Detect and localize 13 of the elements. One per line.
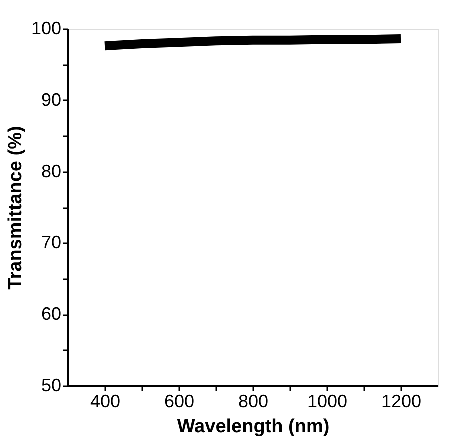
y-axis-title: Transmittance (%) [5, 126, 26, 290]
x-tick-label: 1000 [307, 392, 348, 412]
y-tick-label: 90 [41, 90, 62, 110]
y-tick-label: 80 [41, 161, 62, 182]
y-tick-label: 100 [31, 18, 62, 38]
y-tick-label: 60 [41, 304, 62, 324]
x-tick-label: 1200 [381, 392, 422, 412]
y-tick-label: 50 [41, 376, 62, 396]
x-tick-label: 400 [90, 392, 121, 412]
y-tick-label: 70 [41, 232, 62, 253]
x-axis-title: Wavelength (nm) [177, 416, 330, 438]
x-tick-label: 600 [164, 392, 195, 412]
x-tick-label: 800 [238, 392, 269, 412]
